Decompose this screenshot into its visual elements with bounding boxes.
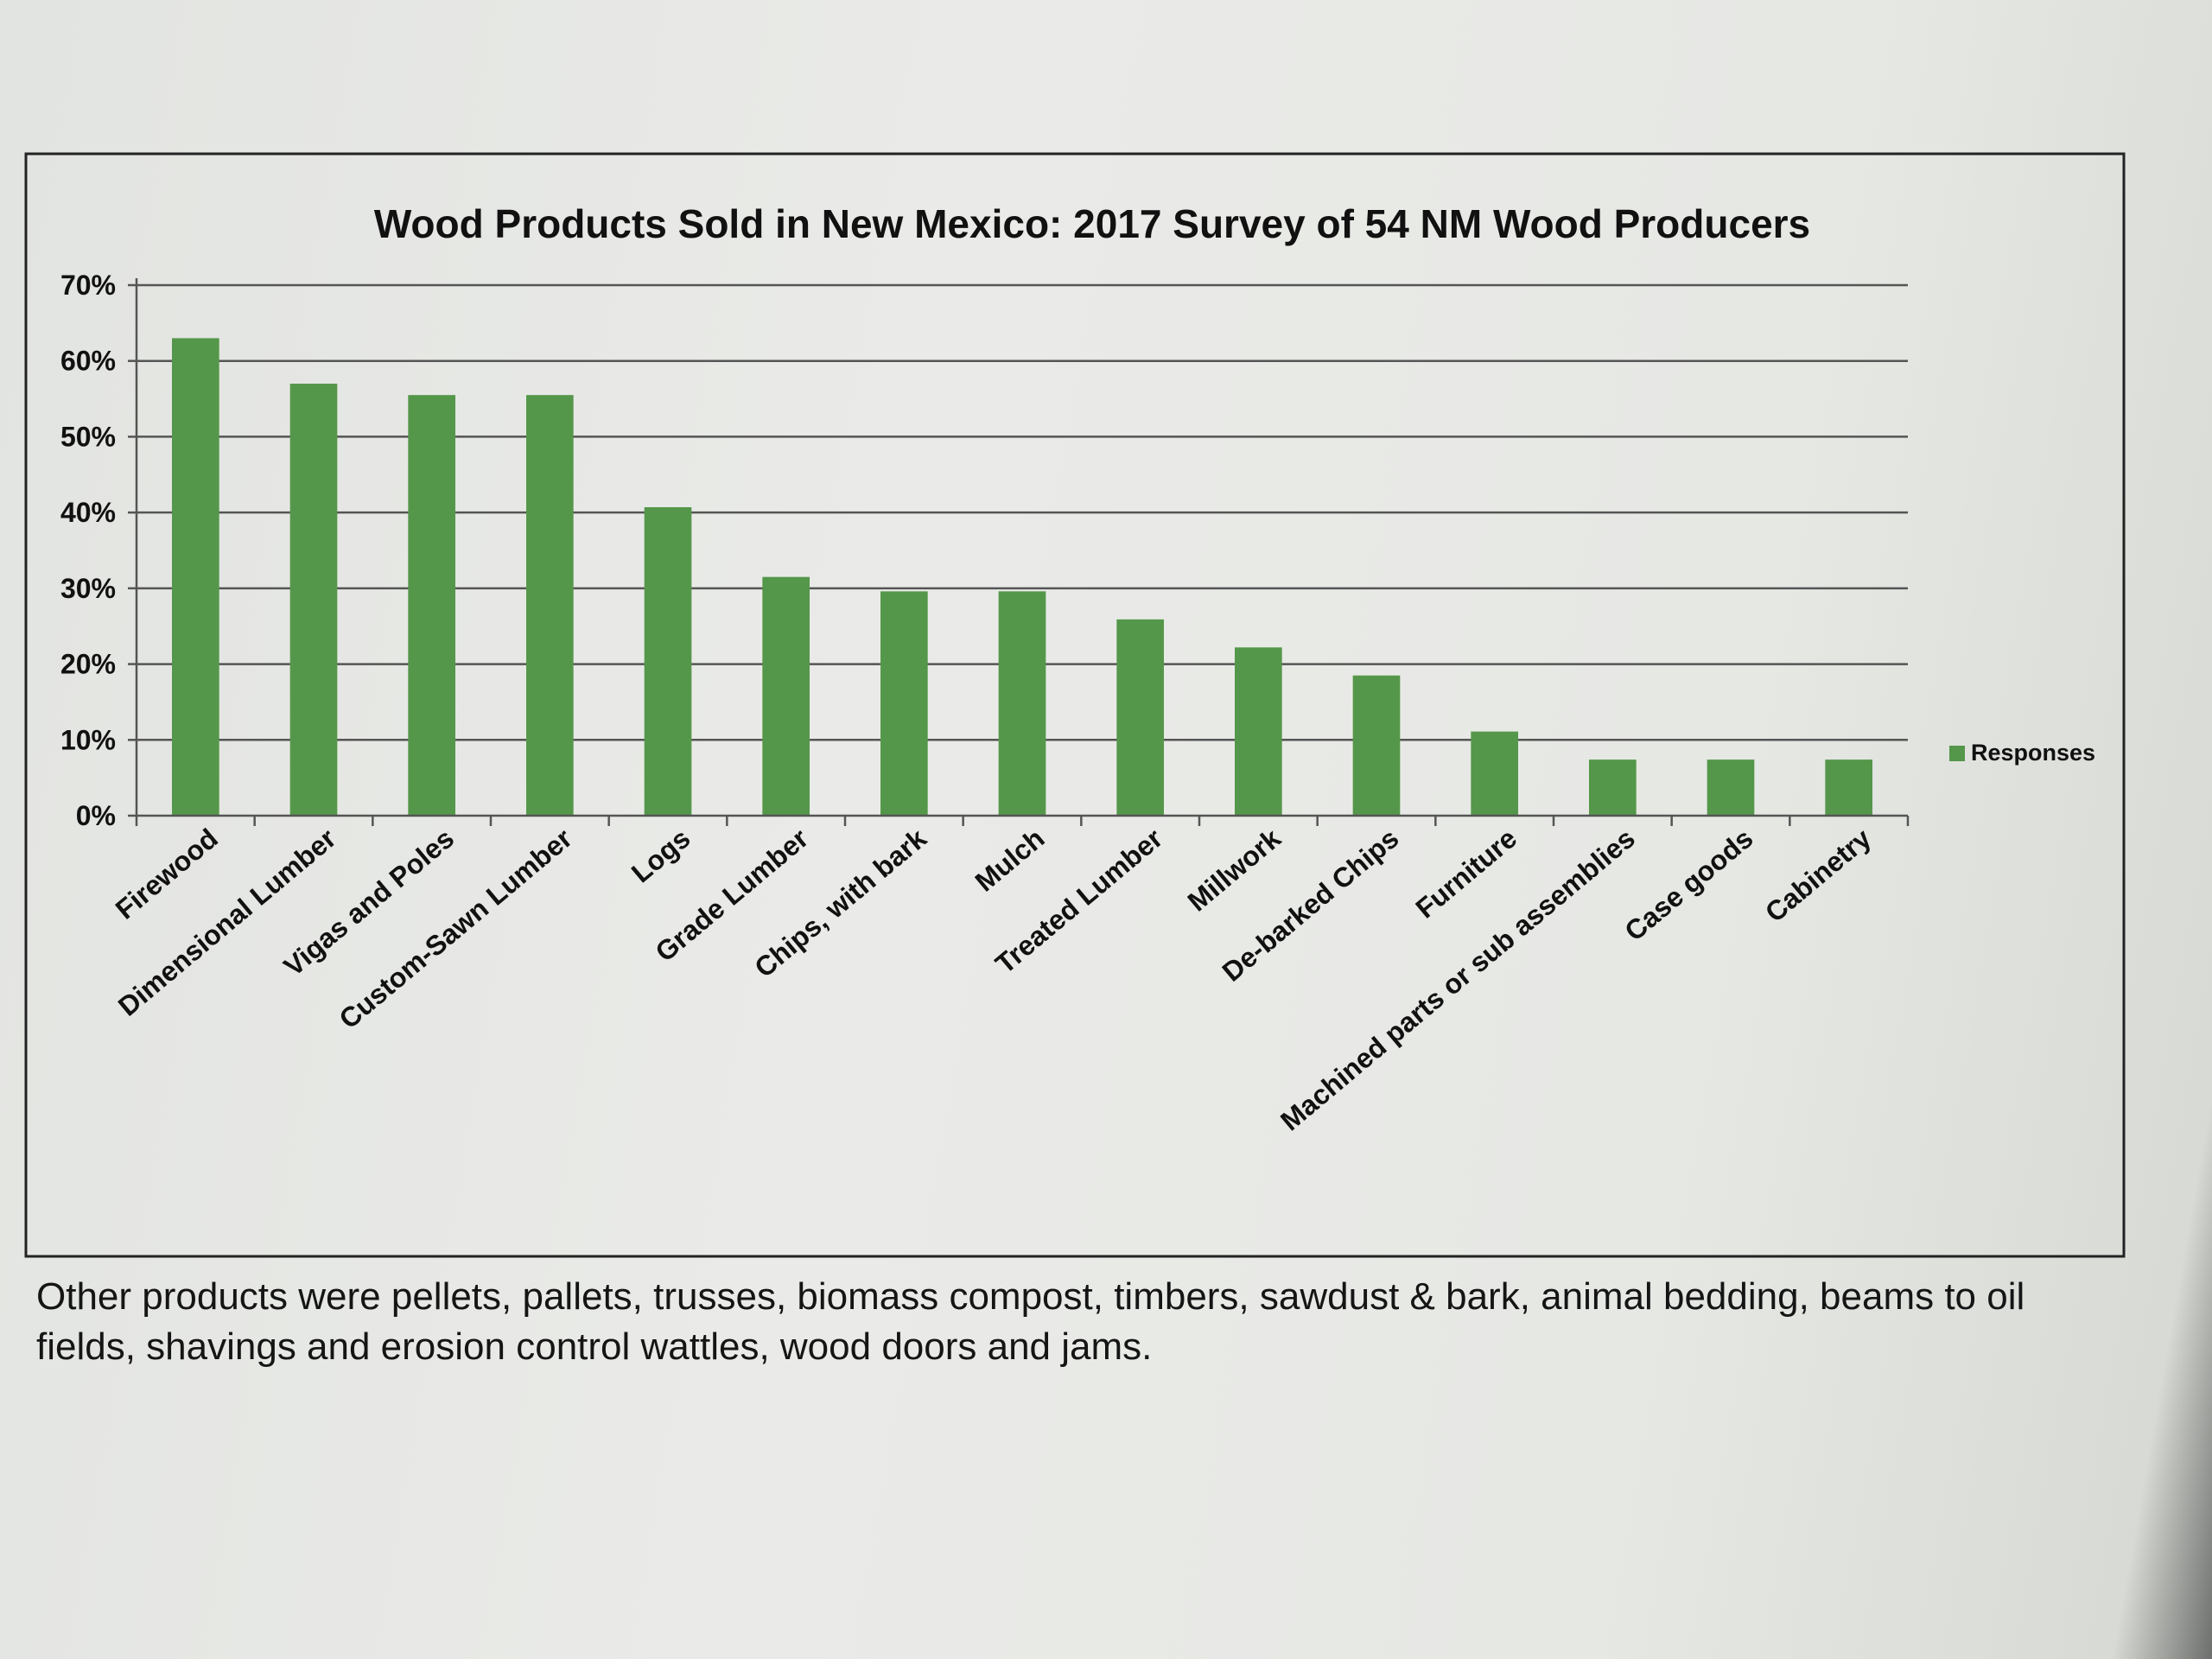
x-tick-label: Logs	[626, 823, 696, 889]
y-tick-label: 20%	[60, 649, 116, 680]
legend-swatch	[1949, 746, 1965, 761]
bar-series	[172, 338, 1872, 816]
x-tick-label: Firewood	[110, 823, 224, 925]
x-tick-label: Furniture	[1409, 823, 1522, 925]
bar	[1352, 675, 1401, 816]
chart-title: Wood Products Sold in New Mexico: 2017 S…	[374, 201, 1810, 246]
legend-label: Responses	[1971, 740, 2095, 766]
axes	[135, 278, 1910, 826]
bar	[1116, 619, 1164, 816]
bar	[408, 395, 455, 816]
bar	[172, 338, 219, 816]
x-tick-label: Millwork	[1182, 823, 1287, 918]
bar	[998, 591, 1046, 816]
y-tick-label: 10%	[60, 724, 116, 755]
bar	[880, 591, 928, 816]
y-tick-label: 30%	[60, 573, 116, 604]
legend: Responses	[1949, 740, 2095, 766]
y-tick-label: 50%	[60, 421, 116, 452]
bar	[644, 507, 692, 816]
x-tick-label: Custom-Sawn Lumber	[334, 823, 578, 1035]
x-tick-label: Cabinetry	[1759, 823, 1877, 929]
bar	[762, 576, 810, 816]
y-tick-label: 70%	[60, 270, 116, 301]
bar	[1589, 760, 1637, 816]
y-tick-label: 40%	[60, 497, 116, 528]
bar	[1235, 647, 1282, 816]
caption-text: Other products were pellets, pallets, tr…	[36, 1275, 2025, 1368]
bar	[1825, 760, 1872, 816]
bar	[1707, 760, 1755, 816]
x-tick-label: Case goods	[1618, 823, 1758, 947]
y-tick-label: 60%	[60, 346, 116, 377]
y-axis-ticks: 0% 10% 20% 30% 40% 50% 60% 70%	[60, 270, 137, 831]
x-tick-label: Mulch	[969, 823, 1051, 898]
bar	[526, 395, 574, 816]
chart-frame	[24, 152, 2126, 1258]
x-tick-label: Dimensional Lumber	[112, 823, 342, 1022]
y-tick-label: 0%	[76, 800, 116, 831]
bar	[1471, 731, 1518, 816]
bar	[289, 384, 338, 816]
